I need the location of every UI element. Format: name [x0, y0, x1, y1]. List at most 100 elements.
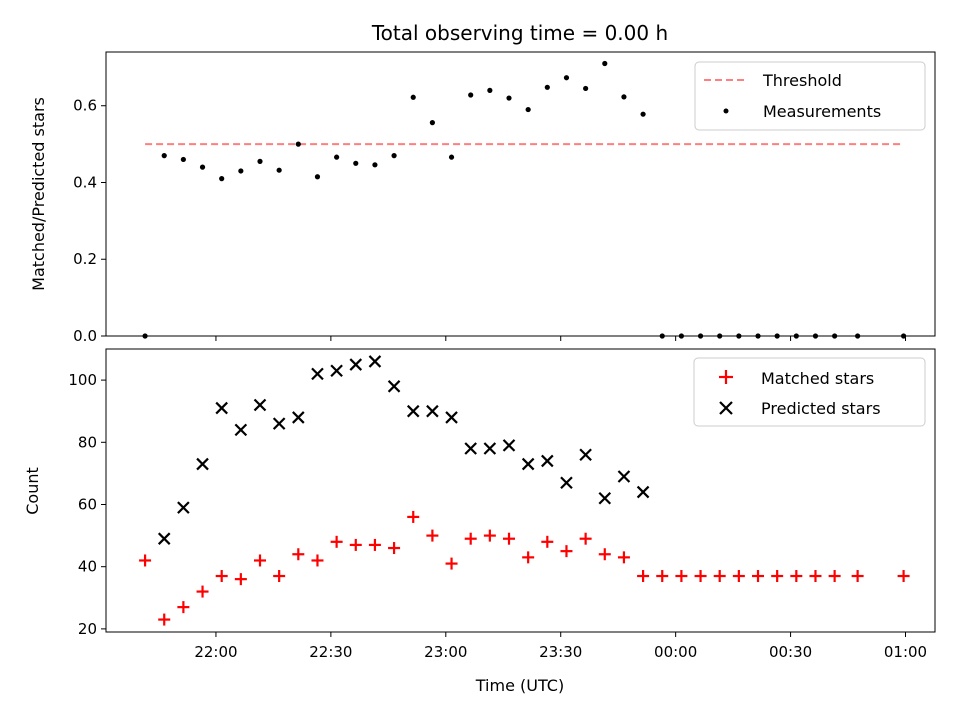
matched-star-point: [579, 532, 592, 545]
measurement-point: [295, 141, 301, 147]
matched-star-point: [790, 570, 803, 583]
measurement-point: [812, 333, 819, 339]
matched-star-point: [675, 570, 688, 583]
measurement-point: [544, 84, 550, 90]
predicted-star-point: [368, 355, 382, 368]
predicted-star-mark: [157, 532, 171, 545]
measurement-point: [372, 162, 378, 168]
predicted-star-point: [177, 501, 190, 514]
bottom-y-axis-label: Count: [23, 467, 42, 515]
predicted-star-point: [349, 358, 363, 371]
predicted-star-mark: [349, 358, 363, 371]
measurement-point: [900, 333, 907, 339]
predicted-star-point: [253, 398, 267, 412]
legend-matched-swatch: [719, 370, 733, 384]
predicted-star-point: [196, 457, 209, 471]
measurement-point: [774, 333, 780, 339]
predicted-star-point: [579, 448, 592, 462]
x-tick-label: 00:30: [769, 643, 812, 661]
predicted-star-mark: [579, 448, 592, 462]
measurement-point: [736, 333, 742, 339]
measurement-point: [448, 154, 455, 160]
measurement-point: [717, 333, 723, 339]
predicted-star-point: [598, 491, 612, 505]
measurement-point: [755, 333, 761, 339]
top-y-tick-label: 0.0: [73, 327, 97, 345]
measurement-point: [180, 156, 186, 163]
bottom-y-tick-label: 40: [78, 558, 97, 576]
matched-star-point: [809, 570, 822, 583]
top-legend: Threshold Measurements: [694, 61, 926, 131]
top-y-ticks: 0.0 0.2 0.4 0.6: [73, 97, 106, 345]
measurement-point: [468, 92, 474, 98]
measurement-point: [257, 158, 263, 164]
legend-predicted-label: Predicted stars: [761, 399, 881, 418]
top-panel: 0.0 0.2 0.4 0.6 Matched/Predicted stars Thr…: [29, 51, 936, 345]
measurement-point: [142, 333, 148, 339]
matched-star-point: [426, 529, 439, 542]
predicted-star-mark: [445, 411, 458, 424]
matched-star-point: [503, 532, 516, 545]
matched-star-point: [637, 570, 650, 583]
predicted-star-point: [617, 470, 631, 483]
predicted-star-mark: [617, 470, 631, 483]
matched-star-point: [407, 510, 420, 523]
matched-star-point: [464, 532, 477, 545]
predicted-star-point: [502, 439, 516, 452]
legend-predicted-swatch: [719, 401, 733, 415]
matched-star-point: [897, 570, 910, 583]
x-tick-label: 22:00: [194, 643, 237, 661]
matched-star-point: [656, 570, 669, 583]
matched-star-point: [828, 570, 841, 583]
x-tick-label: 00:00: [654, 643, 697, 661]
measurement-point: [334, 154, 340, 160]
bottom-y-tick-label: 100: [68, 371, 97, 389]
matched-star-point: [522, 551, 535, 564]
matched-star-point: [598, 548, 611, 561]
measurement-point: [602, 60, 608, 67]
predicted-star-mark: [598, 491, 612, 505]
matched-star-point: [752, 570, 765, 583]
top-y-tick-label: 0.2: [73, 250, 97, 268]
measurement-point: [199, 164, 206, 170]
matched-star-point: [732, 570, 745, 583]
measurement-point: [391, 153, 397, 159]
bottom-y-tick-label: 20: [78, 620, 97, 638]
chart-title: Total observing time = 0.00 h: [371, 21, 668, 45]
measurement-point: [793, 333, 799, 339]
predicted-star-mark: [406, 404, 420, 418]
matched-star-point: [177, 601, 190, 614]
top-y-axis-label: Matched/Predicted stars: [29, 97, 48, 291]
predicted-star-point: [464, 442, 477, 455]
matched-star-point: [139, 554, 152, 567]
predicted-star-mark: [253, 398, 267, 412]
x-axis-label: Time (UTC): [475, 676, 564, 695]
measurement-point: [314, 174, 321, 180]
measurement-point: [563, 75, 570, 81]
measurement-point: [238, 168, 244, 174]
predicted-star-mark: [196, 457, 209, 471]
predicted-star-mark: [560, 476, 573, 490]
matched-star-point: [388, 542, 401, 555]
predicted-star-mark: [292, 411, 305, 424]
predicted-star-point: [272, 417, 286, 430]
measurement-point: [410, 94, 416, 100]
measurement-point: [161, 153, 167, 159]
x-tick-label: 23:30: [539, 643, 582, 661]
measurement-point: [678, 333, 684, 339]
matched-star-point: [694, 570, 707, 583]
predicted-star-mark: [311, 367, 324, 381]
bottom-y-tick-label: 60: [78, 495, 97, 513]
bottom-legend-box: [693, 357, 926, 427]
bottom-panel: 20 40 60 80 100 22:00 22:30 23:00 23:30 00:00 00:…: [23, 348, 936, 695]
top-series: [142, 60, 907, 339]
legend-matched-label: Matched stars: [761, 369, 874, 388]
predicted-star-point: [541, 454, 554, 468]
bottom-legend: Matched stars Predicted stars: [693, 357, 926, 427]
predicted-star-point: [483, 442, 497, 455]
matched-star-point: [368, 538, 381, 551]
bottom-plot-frame: [105, 348, 936, 633]
top-plot-frame: [105, 51, 936, 337]
top-legend-box: [694, 61, 926, 131]
